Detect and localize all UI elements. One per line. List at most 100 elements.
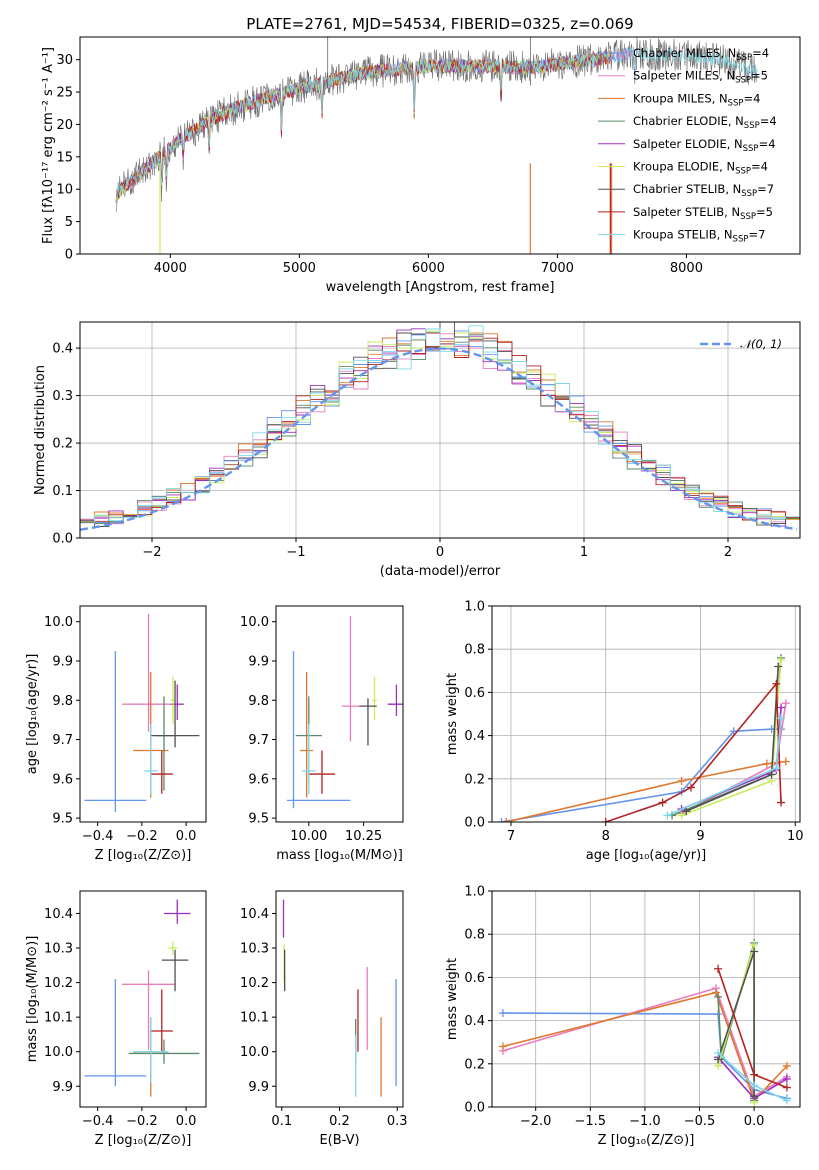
legend-label: Chabrier STELIB, NSSP=7 bbox=[633, 182, 774, 199]
y-tick-label: 0.6 bbox=[464, 686, 485, 701]
y-axis-label: Flux [fλ10⁻¹⁷ erg cm⁻² s⁻¹ A⁻¹] bbox=[41, 47, 56, 244]
legend-tail: =4 bbox=[743, 91, 760, 105]
legend-tail: =4 bbox=[751, 160, 768, 174]
errorbars bbox=[286, 615, 403, 809]
y-tick-label: 0.0 bbox=[52, 532, 73, 547]
x-tick-label: −0.5 bbox=[684, 1114, 716, 1129]
x-axis-label: wavelength [Angstrom, rest frame] bbox=[326, 280, 555, 295]
weight-point-marker bbox=[772, 764, 781, 772]
y-tick-label: 30 bbox=[56, 53, 73, 68]
x-tick-label: 0.0 bbox=[744, 1114, 765, 1129]
legend-label: Salpeter ELODIE, NSSP=4 bbox=[633, 137, 776, 154]
weight-series-line bbox=[685, 666, 779, 812]
legend-label: Kroupa MILES, NSSP=4 bbox=[633, 91, 760, 108]
legend-text: Chabrier STELIB, N bbox=[633, 182, 741, 196]
panel-spectrum: 4000 5000 6000 7000 8000 0 5 10 15 20 25 30 waveleng… bbox=[41, 36, 801, 295]
y-tick-label: 10.0 bbox=[44, 1045, 73, 1060]
x-tick-label: −1 bbox=[286, 545, 305, 560]
y-tick-label: 9.7 bbox=[52, 733, 73, 748]
x-tick-label: 10 bbox=[787, 829, 804, 844]
y-tick-label: 10.0 bbox=[240, 1045, 269, 1060]
y-tick-label: 10.2 bbox=[240, 976, 269, 991]
x-axis-label: E(B-V) bbox=[319, 1133, 359, 1148]
y-tick-label: 0.2 bbox=[464, 772, 485, 787]
y-tick-label: 0.8 bbox=[464, 643, 485, 658]
weight-point-marker bbox=[782, 1074, 791, 1083]
weight-point-marker bbox=[677, 776, 686, 785]
y-tick-label: 9.9 bbox=[52, 654, 73, 669]
weight-point-marker bbox=[767, 770, 776, 779]
weight-point-marker bbox=[774, 662, 783, 671]
weight-point-marker bbox=[714, 992, 723, 1001]
legend-label: 𝒩(0, 1) bbox=[740, 337, 782, 351]
panel-residuals: −2 −1 0 1 2 0.0 0.1 0.2 0.3 0.4 (data-model)/error… bbox=[33, 321, 801, 579]
legend-sub: SSP bbox=[741, 189, 757, 199]
legend-sub: SSP bbox=[736, 53, 752, 63]
x-tick-label: −2 bbox=[142, 545, 161, 560]
histograms bbox=[80, 322, 800, 531]
y-tick-label: 9.8 bbox=[248, 694, 269, 709]
spectrum-series-line bbox=[115, 37, 758, 213]
y-tick-label: 1.0 bbox=[464, 885, 485, 900]
y-tick-label: 9.8 bbox=[52, 694, 73, 709]
weight-point-marker bbox=[750, 1092, 759, 1101]
weight-point-marker bbox=[498, 1042, 507, 1051]
legend-sub: SSP bbox=[743, 144, 759, 154]
gaussian-curve bbox=[80, 347, 798, 531]
weight-lines bbox=[497, 653, 790, 822]
weight-series-line bbox=[681, 703, 787, 815]
y-tick-label: 0.1 bbox=[52, 484, 73, 499]
x-axis-label: age [log₁₀(age/yr)] bbox=[586, 848, 707, 863]
spectrum-series-line bbox=[115, 47, 758, 203]
x-tick-label: 9 bbox=[696, 829, 704, 844]
weight-point-marker bbox=[714, 964, 723, 973]
x-axis-label: (data-model)/error bbox=[380, 564, 501, 579]
y-tick-label: 10.1 bbox=[240, 1011, 269, 1026]
errorbars bbox=[84, 899, 200, 1097]
y-tick-label: 0.4 bbox=[52, 342, 73, 357]
weight-series-line bbox=[666, 718, 782, 817]
x-tick-label: 0.1 bbox=[271, 1114, 292, 1129]
weight-point-marker bbox=[781, 757, 790, 766]
x-tick-label: 2 bbox=[724, 545, 732, 560]
weight-point-marker bbox=[682, 807, 691, 816]
legend-label: Kroupa ELODIE, NSSP=4 bbox=[633, 160, 768, 177]
x-tick-label: 0.0 bbox=[176, 1114, 197, 1129]
weight-series-line bbox=[671, 657, 782, 817]
x-tick-label: 8000 bbox=[670, 261, 703, 276]
y-axis-label: mass weight bbox=[445, 673, 460, 755]
y-tick-label: 9.9 bbox=[248, 654, 269, 669]
y-tick-label: 20 bbox=[56, 118, 73, 133]
legend-text: Salpeter STELIB, N bbox=[633, 205, 740, 219]
weight-point-marker bbox=[777, 703, 786, 712]
axes-frame bbox=[79, 605, 207, 823]
legend-label: Chabrier ELODIE, NSSP=4 bbox=[633, 114, 777, 131]
panel-mass_vs_Z: −0.4 −0.2 0.0 9.9 10.0 10.1 10.2 10.3 10.4 Z [log… bbox=[25, 890, 207, 1148]
y-tick-label: 10.2 bbox=[44, 976, 73, 991]
x-tick-label: 0.0 bbox=[176, 829, 197, 844]
y-tick-label: 10.0 bbox=[240, 615, 269, 630]
y-tick-label: 1.0 bbox=[464, 600, 485, 615]
weight-point-marker bbox=[677, 811, 686, 820]
weight-point-marker bbox=[502, 818, 511, 822]
x-tick-label: 4000 bbox=[154, 261, 187, 276]
panel-mass_weight_vs_Z: −2.0 −1.5 −1.0 −0.5 0.0 0.0 0.2 0.4 0.6 0.8 1.0 Z [… bbox=[445, 885, 801, 1148]
x-tick-label: −0.4 bbox=[82, 1114, 114, 1129]
axes-frame bbox=[275, 890, 404, 1108]
axes-frame bbox=[79, 321, 801, 539]
x-tick-label: −0.2 bbox=[126, 1114, 158, 1129]
x-tick-label: 0.2 bbox=[329, 1114, 350, 1129]
weight-series-line bbox=[501, 728, 781, 822]
y-tick-label: 9.5 bbox=[248, 812, 269, 827]
axes-frame bbox=[275, 605, 404, 823]
panel-mass_weight_vs_age: 7 8 9 10 0.0 0.2 0.4 0.6 0.8 1.0 age [log₁₀(age/yr… bbox=[445, 600, 804, 864]
x-tick-label: −1.0 bbox=[629, 1114, 661, 1129]
legend-tail: =5 bbox=[756, 205, 773, 219]
weight-series-line bbox=[605, 681, 782, 822]
y-axis-label: Normed distribution bbox=[33, 365, 48, 495]
weight-lines bbox=[498, 938, 791, 1107]
x-tick-label: −0.2 bbox=[126, 829, 158, 844]
x-tick-label: 6000 bbox=[412, 261, 445, 276]
legend-label: Kroupa STELIB, NSSP=7 bbox=[633, 228, 765, 245]
weight-series-line bbox=[681, 707, 782, 810]
